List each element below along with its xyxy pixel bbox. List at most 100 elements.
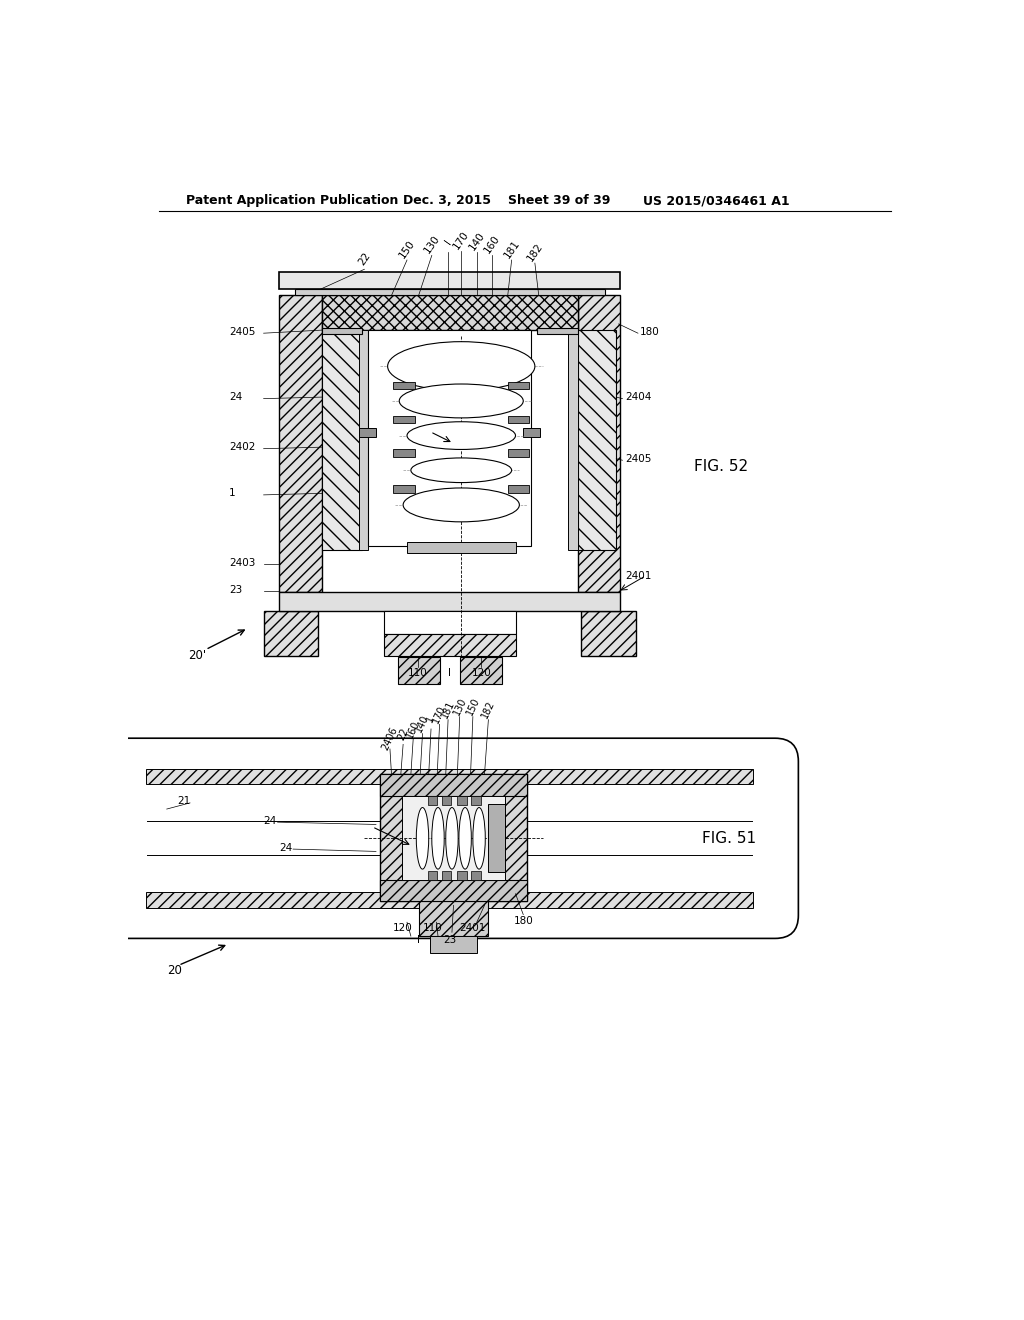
Ellipse shape: [403, 488, 519, 521]
Bar: [295, 289, 604, 296]
Text: 140: 140: [467, 231, 486, 252]
Text: 20: 20: [167, 964, 181, 977]
Bar: [471, 796, 480, 805]
Text: 170: 170: [452, 230, 471, 251]
Bar: [508, 484, 529, 492]
Bar: [460, 657, 503, 684]
Bar: [380, 880, 527, 902]
Text: 23: 23: [443, 935, 457, 945]
Text: 24: 24: [280, 842, 293, 853]
Bar: [280, 591, 621, 611]
Bar: [384, 611, 515, 635]
Bar: [442, 871, 452, 880]
Text: Patent Application Publication: Patent Application Publication: [186, 194, 398, 207]
Ellipse shape: [399, 384, 523, 418]
Text: 2403: 2403: [228, 557, 255, 568]
Bar: [322, 330, 362, 549]
Bar: [508, 449, 529, 457]
Ellipse shape: [432, 808, 444, 869]
Text: 140: 140: [414, 713, 431, 734]
Bar: [508, 416, 529, 424]
Bar: [280, 272, 621, 289]
Text: 150: 150: [465, 696, 481, 717]
Bar: [508, 381, 529, 389]
FancyBboxPatch shape: [101, 738, 799, 939]
Text: US 2015/0346461 A1: US 2015/0346461 A1: [643, 194, 790, 207]
Bar: [359, 330, 369, 549]
Bar: [322, 327, 362, 334]
Text: 182: 182: [525, 242, 545, 264]
Text: 2402: 2402: [228, 442, 255, 453]
Text: 130: 130: [422, 234, 441, 256]
Ellipse shape: [407, 422, 515, 450]
Text: 2406: 2406: [380, 726, 399, 752]
Text: Sheet 39 of 39: Sheet 39 of 39: [508, 194, 610, 207]
Text: 2405: 2405: [626, 454, 652, 463]
Bar: [458, 871, 467, 880]
Text: 130: 130: [452, 696, 468, 717]
Ellipse shape: [417, 808, 429, 869]
Text: 110: 110: [423, 924, 442, 933]
Bar: [428, 871, 437, 880]
Bar: [393, 449, 415, 457]
Text: 1: 1: [425, 714, 437, 723]
Text: 170: 170: [431, 704, 447, 725]
Bar: [280, 296, 322, 591]
Bar: [578, 330, 616, 549]
Text: 20': 20': [188, 648, 207, 661]
Bar: [263, 611, 317, 656]
Bar: [393, 484, 415, 492]
Text: 120: 120: [471, 668, 492, 677]
Bar: [523, 428, 541, 437]
Text: 1: 1: [228, 488, 236, 499]
Bar: [380, 775, 527, 796]
Bar: [488, 804, 506, 873]
Bar: [384, 635, 515, 656]
Text: 23: 23: [228, 585, 242, 594]
Bar: [568, 330, 578, 549]
Ellipse shape: [445, 808, 458, 869]
Text: 2401: 2401: [626, 570, 652, 581]
Bar: [538, 327, 578, 334]
Bar: [393, 381, 415, 389]
Bar: [419, 902, 488, 936]
Bar: [430, 936, 477, 953]
Text: 24: 24: [263, 816, 276, 825]
Text: Dec. 3, 2015: Dec. 3, 2015: [403, 194, 492, 207]
Text: I: I: [417, 935, 420, 945]
Ellipse shape: [411, 458, 512, 483]
Bar: [145, 770, 754, 784]
Text: 21: 21: [177, 796, 190, 807]
Bar: [397, 657, 440, 684]
Text: 2405: 2405: [228, 326, 255, 337]
Text: 181: 181: [439, 700, 457, 721]
Bar: [582, 611, 636, 656]
Text: 22: 22: [396, 726, 411, 742]
Bar: [145, 892, 754, 908]
Bar: [471, 871, 480, 880]
Text: I: I: [449, 668, 452, 677]
Text: 24: 24: [228, 392, 242, 403]
Text: FIG. 52: FIG. 52: [693, 459, 748, 474]
Text: 182: 182: [480, 700, 497, 721]
Text: 160: 160: [404, 718, 422, 739]
Text: 2401: 2401: [460, 924, 486, 933]
Bar: [401, 796, 506, 880]
Ellipse shape: [388, 342, 535, 391]
Text: 160: 160: [482, 234, 502, 256]
Bar: [380, 775, 527, 902]
Text: 150: 150: [397, 239, 417, 260]
Text: FIG. 51: FIG. 51: [701, 830, 756, 846]
Text: 2404: 2404: [626, 392, 652, 403]
Bar: [442, 796, 452, 805]
Bar: [369, 330, 531, 545]
Bar: [458, 796, 467, 805]
Bar: [428, 796, 437, 805]
Text: 180: 180: [640, 326, 659, 337]
Text: 22: 22: [356, 251, 373, 267]
Text: 120: 120: [392, 924, 413, 933]
Text: I: I: [443, 238, 453, 246]
Bar: [578, 296, 621, 591]
Text: 181: 181: [502, 238, 521, 260]
Bar: [407, 543, 515, 553]
